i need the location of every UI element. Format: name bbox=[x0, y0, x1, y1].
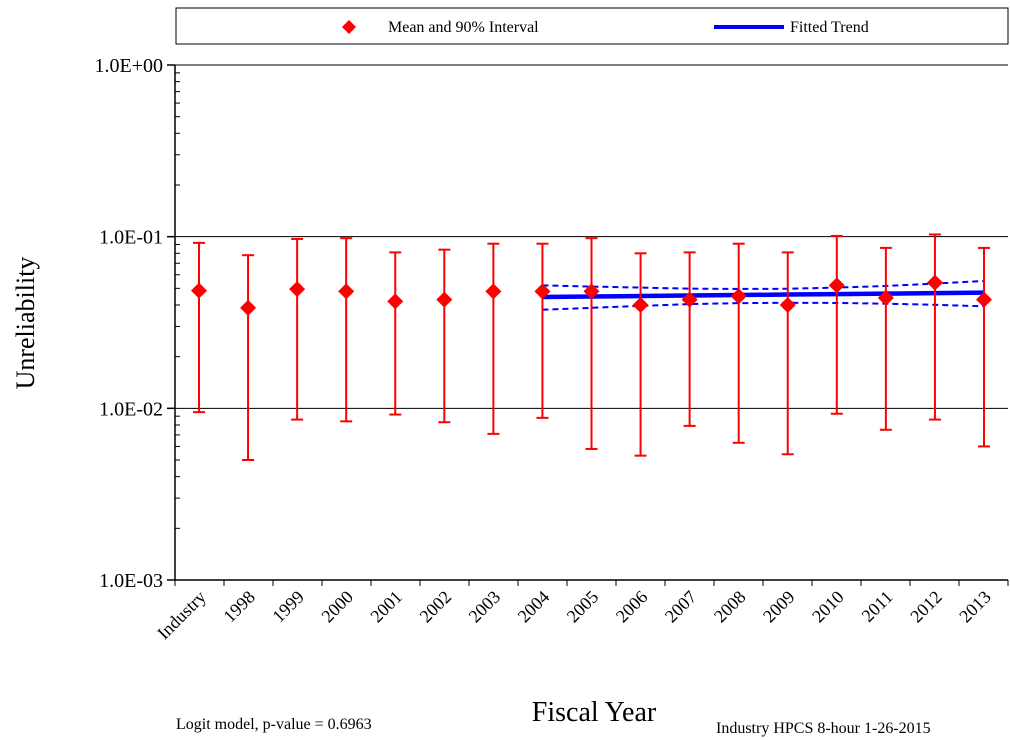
interval-bar bbox=[732, 242, 745, 444]
mean-point bbox=[289, 281, 306, 298]
legend-label-mean: Mean and 90% Interval bbox=[388, 19, 539, 36]
legend-item-mean: Mean and 90% Interval bbox=[342, 19, 539, 36]
interval-bar bbox=[928, 233, 941, 421]
x-axis-title: Fiscal Year bbox=[532, 697, 657, 728]
y-axis-title: Unreliability bbox=[11, 257, 40, 390]
interval-bar bbox=[683, 251, 696, 427]
x-tick-label: 2011 bbox=[858, 587, 897, 626]
x-tick-label: 2008 bbox=[710, 587, 750, 627]
fitted-trend bbox=[542, 279, 985, 311]
interval-bar bbox=[487, 242, 500, 435]
interval-bars bbox=[193, 233, 990, 462]
mean-point bbox=[681, 291, 698, 308]
interval-bar bbox=[389, 251, 402, 416]
interval-bar bbox=[830, 234, 843, 415]
mean-point bbox=[240, 299, 257, 316]
x-tick-label: 1998 bbox=[219, 587, 259, 627]
y-tick-label: 1.0E-01 bbox=[99, 227, 163, 249]
y-tick-labels: 1.0E+00 1.0E-01 1.0E-02 1.0E-03 bbox=[95, 55, 164, 592]
interval-bar bbox=[242, 254, 255, 462]
mean-point bbox=[387, 293, 404, 310]
interval-bar bbox=[879, 246, 892, 431]
mean-point bbox=[926, 274, 943, 291]
legend-diamond-marker bbox=[342, 20, 356, 34]
mean-point bbox=[877, 289, 894, 306]
interval-bar bbox=[536, 242, 549, 419]
x-tick-label: 2010 bbox=[808, 587, 848, 627]
x-tick-label: 2001 bbox=[366, 587, 406, 627]
mean-point bbox=[632, 296, 649, 313]
x-tick-label: 1999 bbox=[268, 587, 308, 627]
y-tick-label: 1.0E-02 bbox=[99, 398, 163, 420]
y-tick-label: 1.0E+00 bbox=[95, 55, 164, 77]
mean-point bbox=[828, 277, 845, 294]
interval-bar bbox=[291, 237, 304, 421]
trend-upper-bound bbox=[542, 279, 985, 290]
x-tick-label: 2012 bbox=[906, 587, 946, 627]
trend-lower-bound bbox=[542, 301, 985, 311]
x-tick-label: 2003 bbox=[465, 587, 505, 627]
x-tick-label: 2000 bbox=[317, 587, 357, 627]
interval-bar bbox=[585, 237, 598, 450]
x-tick-label: 2002 bbox=[416, 587, 456, 627]
legend-frame bbox=[175, 7, 1009, 45]
interval-bar bbox=[438, 248, 451, 424]
source-note: Industry HPCS 8-hour 1-26-2015 bbox=[716, 720, 931, 737]
mean-point bbox=[779, 296, 796, 313]
mean-point bbox=[976, 291, 992, 308]
mean-point bbox=[534, 283, 551, 300]
interval-bar bbox=[634, 252, 647, 457]
interval-bar bbox=[193, 241, 205, 414]
mean-point bbox=[730, 288, 747, 305]
mean-point bbox=[485, 283, 502, 300]
interval-bar bbox=[340, 237, 353, 423]
x-tick-label: 2006 bbox=[612, 587, 652, 627]
mean-point bbox=[191, 282, 207, 299]
model-note: Logit model, p-value = 0.6963 bbox=[176, 716, 372, 733]
interval-bar bbox=[978, 246, 990, 448]
y-tick-label: 1.0E-03 bbox=[99, 570, 163, 592]
x-tick-label: 2013 bbox=[955, 587, 995, 627]
mean-points bbox=[191, 274, 992, 316]
trend-fit-line bbox=[542, 290, 985, 300]
interval-bar bbox=[781, 251, 794, 456]
x-tick-labels: Industry 1998 1999 2000 2001 2002 2003 2004 2005… bbox=[153, 587, 995, 644]
legend-label-trend: Fitted Trend bbox=[790, 19, 869, 36]
mean-point bbox=[583, 283, 600, 300]
legend-item-trend: Fitted Trend bbox=[714, 19, 869, 36]
mean-point bbox=[338, 283, 355, 300]
x-tick-label: 2004 bbox=[514, 587, 554, 627]
x-tick-label: 2007 bbox=[661, 587, 701, 627]
x-tick-label: Industry bbox=[153, 587, 210, 644]
x-tick-label: 2005 bbox=[563, 587, 603, 627]
x-tick-label: 2009 bbox=[759, 587, 799, 627]
legend: Mean and 90% Interval Fitted Trend bbox=[175, 7, 1009, 45]
mean-point bbox=[436, 291, 453, 308]
axes bbox=[167, 64, 1009, 586]
